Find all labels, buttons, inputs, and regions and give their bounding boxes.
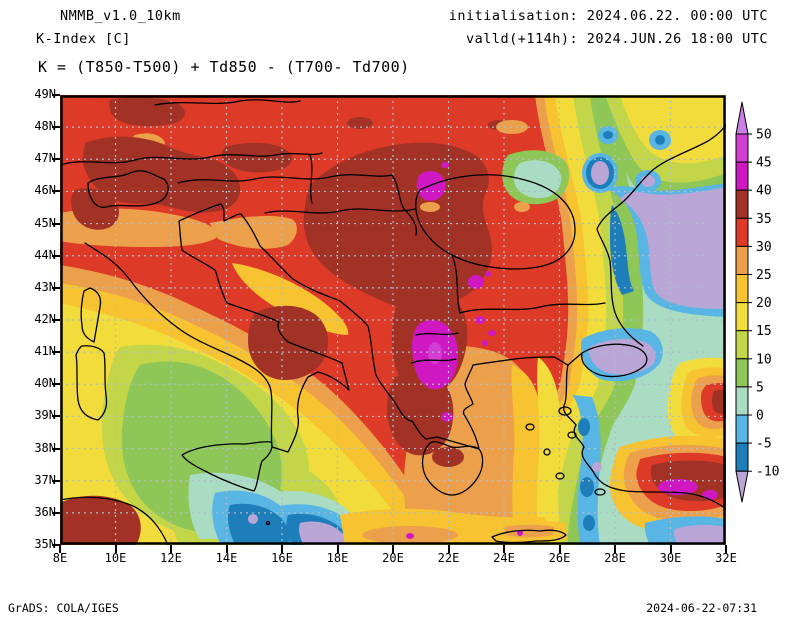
colorbar-segment (736, 443, 748, 471)
y-tick-mark (52, 351, 60, 353)
footer-grads: GrADS: COLA/IGES (8, 601, 119, 615)
colorbar-label: 40 (756, 184, 772, 199)
x-tick-label: 30E (649, 551, 693, 565)
y-tick-mark (52, 223, 60, 225)
y-tick-mark (52, 255, 60, 257)
y-tick-mark (52, 158, 60, 160)
weather-chart-page: { "header": { "model": "NMMB_v1.0_10km",… (0, 0, 800, 618)
colorbar-segment (736, 303, 748, 331)
colorbar-label: 10 (756, 352, 772, 367)
footer-timestamp: 2024-06-22-07:31 (646, 601, 757, 615)
colorbar-segment (736, 162, 748, 190)
colorbar-label: 45 (756, 156, 772, 171)
colorbar-label: -10 (756, 465, 779, 480)
y-tick-mark (52, 319, 60, 321)
colorbar-segment (736, 218, 748, 246)
x-tick-label: 32E (704, 551, 748, 565)
variable-title: K-Index [C] (36, 31, 131, 47)
x-tick-mark (115, 545, 117, 553)
x-tick-mark (226, 545, 228, 553)
x-tick-label: 22E (427, 551, 471, 565)
colorbar: 50454035302520151050-5-10 (728, 96, 792, 512)
colorbar-segment (736, 190, 748, 218)
y-tick-mark (52, 94, 60, 96)
y-tick-mark (52, 126, 60, 128)
valid-time: valld(+114h): 2024.JUN.26 18:00 UTC (466, 31, 768, 47)
y-tick-mark (52, 287, 60, 289)
x-tick-label: 12E (149, 551, 193, 565)
colorbar-label: 0 (756, 409, 764, 424)
x-tick-label: 8E (38, 551, 82, 565)
x-tick-label: 10E (94, 551, 138, 565)
y-tick-mark (52, 512, 60, 514)
x-tick-mark (337, 545, 339, 553)
y-tick-mark (52, 480, 60, 482)
colorbar-segment (736, 275, 748, 303)
x-tick-label: 28E (593, 551, 637, 565)
x-tick-label: 18E (316, 551, 360, 565)
model-name: NMMB_v1.0_10km (60, 8, 181, 24)
x-tick-mark (170, 545, 172, 553)
x-tick-mark (281, 545, 283, 553)
y-tick-mark (52, 415, 60, 417)
colorbar-segment (736, 134, 748, 162)
colorbar-arrow-bottom (736, 471, 748, 502)
x-tick-mark (559, 545, 561, 553)
colorbar-segment (736, 387, 748, 415)
colorbar-arrow-top (736, 102, 748, 134)
colorbar-segment (736, 246, 748, 274)
x-tick-mark (392, 545, 394, 553)
colorbar-label: 25 (756, 268, 772, 283)
map-canvas (60, 95, 726, 545)
colorbar-label: 20 (756, 296, 772, 311)
colorbar-label: 5 (756, 380, 764, 395)
x-tick-label: 14E (205, 551, 249, 565)
x-tick-mark (503, 545, 505, 553)
formula: K = (T850-T500) + Td850 - (T700- Td700) (38, 58, 410, 76)
colorbar-segment (736, 359, 748, 387)
x-tick-label: 20E (371, 551, 415, 565)
y-tick-mark (52, 383, 60, 385)
x-tick-mark (725, 545, 727, 553)
x-tick-label: 24E (482, 551, 526, 565)
y-tick-mark (52, 448, 60, 450)
y-tick-mark (52, 190, 60, 192)
x-tick-label: 26E (538, 551, 582, 565)
colorbar-label: 35 (756, 212, 772, 227)
colorbar-label: 15 (756, 324, 772, 339)
colorbar-segment (736, 415, 748, 443)
colorbar-segment (736, 331, 748, 359)
init-time: initialisation: 2024.06.22. 00:00 UTC (449, 8, 768, 24)
x-tick-label: 16E (260, 551, 304, 565)
x-tick-mark (448, 545, 450, 553)
x-tick-mark (670, 545, 672, 553)
colorbar-label: 50 (756, 128, 772, 143)
x-tick-mark (59, 545, 61, 553)
colorbar-label: 30 (756, 240, 772, 255)
colorbar-label: -5 (756, 437, 772, 452)
x-tick-mark (614, 545, 616, 553)
